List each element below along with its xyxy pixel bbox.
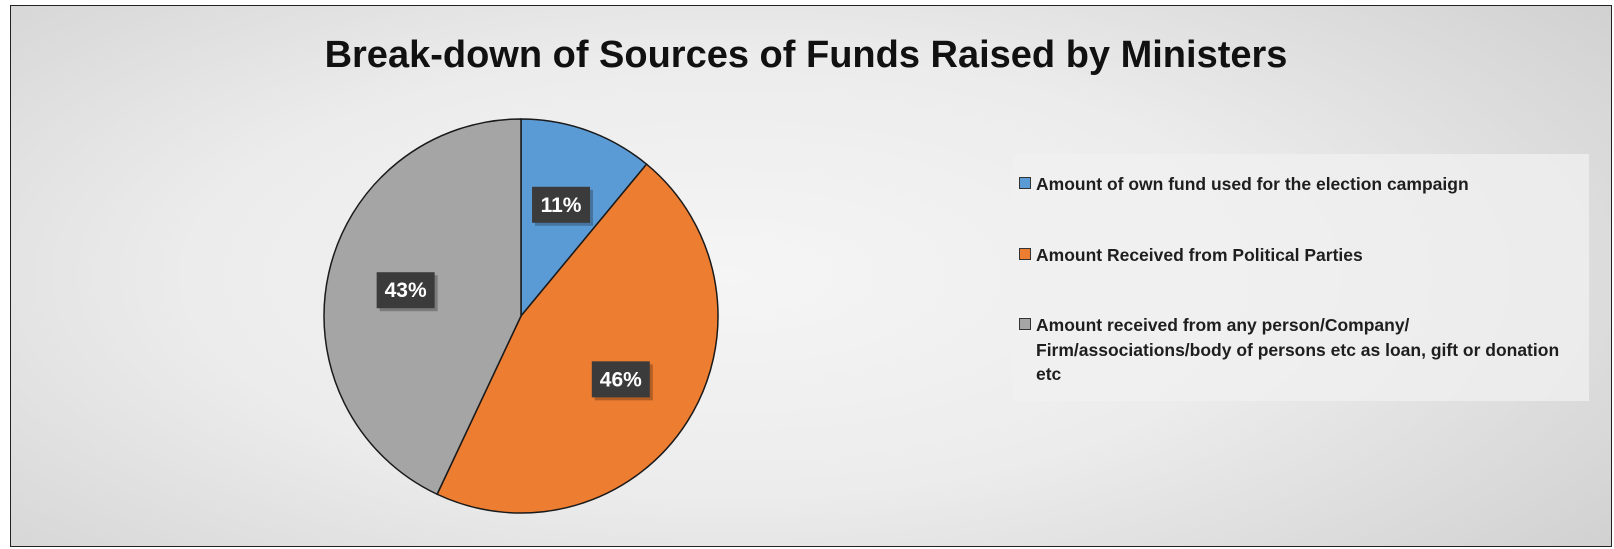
pie-slice-political-parties (436, 163, 719, 514)
chart-area: Break-down of Sources of Funds Raised by… (10, 5, 1612, 547)
legend-swatch-other-sources (1019, 318, 1031, 330)
legend-label-own-fund: Amount of own fund used for the election… (1036, 174, 1469, 194)
legend-swatch-political-parties (1019, 247, 1031, 260)
svg-text:46%: 46% (600, 368, 642, 391)
svg-text:43%: 43% (385, 279, 427, 302)
legend-label-other-sources: Amount received from any person/Company/… (1036, 315, 1560, 384)
data-label-other-sources: 43% (376, 272, 438, 312)
legend: Amount of own fund used for the election… (1013, 154, 1589, 401)
legend-label-political-parties: Amount Received from Political Parties (1036, 244, 1363, 265)
data-label-political-parties: 46% (591, 361, 653, 401)
pie-slices (323, 118, 719, 514)
legend-item-political-parties: Amount Received from Political Parties (1019, 243, 1589, 268)
svg-text:11%: 11% (541, 194, 582, 217)
pie-labels: 11% 46% 43% (376, 186, 653, 401)
legend-item-other-sources: Amount received from any person/Company/… (1019, 313, 1589, 387)
data-label-own-fund: 11% (532, 186, 594, 226)
legend-item-own-fund: Amount of own fund used for the election… (1019, 172, 1589, 197)
pie-chart: 11% 46% 43% (323, 118, 719, 514)
chart-title: Break-down of Sources of Funds Raised by… (324, 34, 1288, 76)
legend-swatch-own-fund (1019, 177, 1031, 189)
